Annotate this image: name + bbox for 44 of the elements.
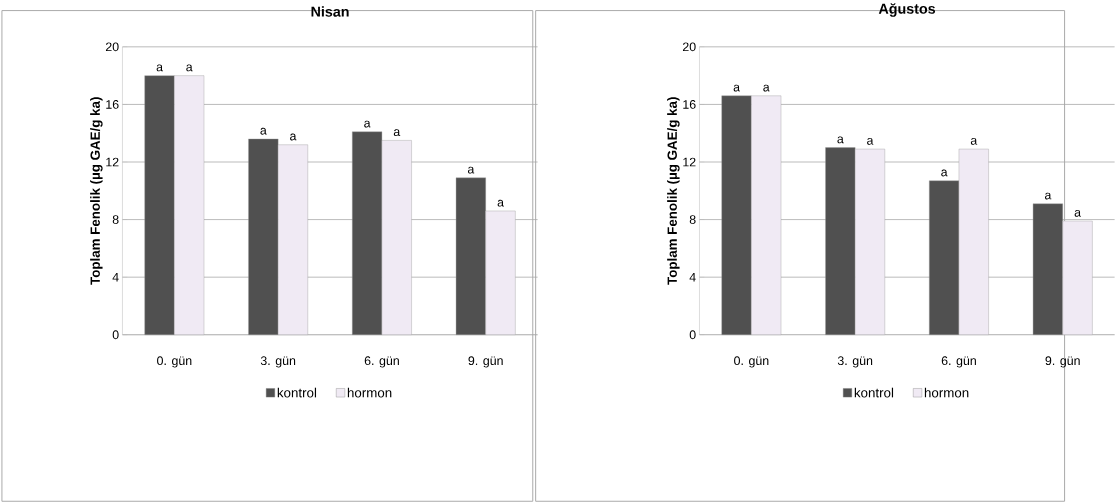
y-tick-label: 4 [689,272,696,282]
data-label: a [733,84,740,92]
data-label: a [1074,209,1081,217]
data-label: a [763,84,770,92]
y-tick-label: 8 [112,215,119,224]
data-label: a [970,137,978,145]
data-label: a [156,64,163,72]
x-tick-label: 3. gün [260,356,296,368]
legend-label: hormon [924,387,969,398]
x-tick-label: 6. gün [364,356,399,368]
legend-label: kontrol [277,387,317,398]
y-tick-label: 12 [106,157,119,167]
data-label: a [393,129,401,137]
x-tick-label: 9. gün [1045,356,1080,368]
y-axis-title: Toplam Fenolik (µg GAE/g ka) [667,97,680,285]
data-label: a [837,136,844,144]
y-tick-label: 20 [105,42,119,52]
y-tick-label: 16 [683,99,696,109]
data-label: a [186,64,193,72]
y-axis-title: Toplam Fenolik (µg GAE/g ka) [90,97,103,285]
legend-label: hormon [347,387,392,398]
data-label: a [260,127,267,135]
x-tick-label: 6. gün [941,356,976,368]
y-tick-label: 16 [106,99,119,109]
legend-label: kontrol [854,387,894,398]
chart-title: Ağustos [878,3,936,17]
y-tick-label: 12 [683,157,696,167]
y-tick-label: 0 [112,330,119,340]
y-tick-label: 4 [112,272,119,282]
chart-title: Nisan [311,6,349,17]
data-label: a [497,199,504,207]
data-label: a [1044,192,1052,200]
data-label: a [867,137,874,145]
y-tick-label: 0 [689,330,696,340]
x-tick-label: 3. gün [837,356,873,368]
x-tick-label: 9. gün [468,356,503,368]
y-tick-label: 20 [682,42,696,52]
data-label: a [290,133,297,141]
x-tick-label: 0. gün [734,356,769,368]
x-tick-label: 0. gün [157,356,192,368]
y-tick-label: 8 [689,215,696,224]
data-label: a [467,166,475,174]
data-label: a [364,120,371,128]
data-label: a [941,169,948,177]
